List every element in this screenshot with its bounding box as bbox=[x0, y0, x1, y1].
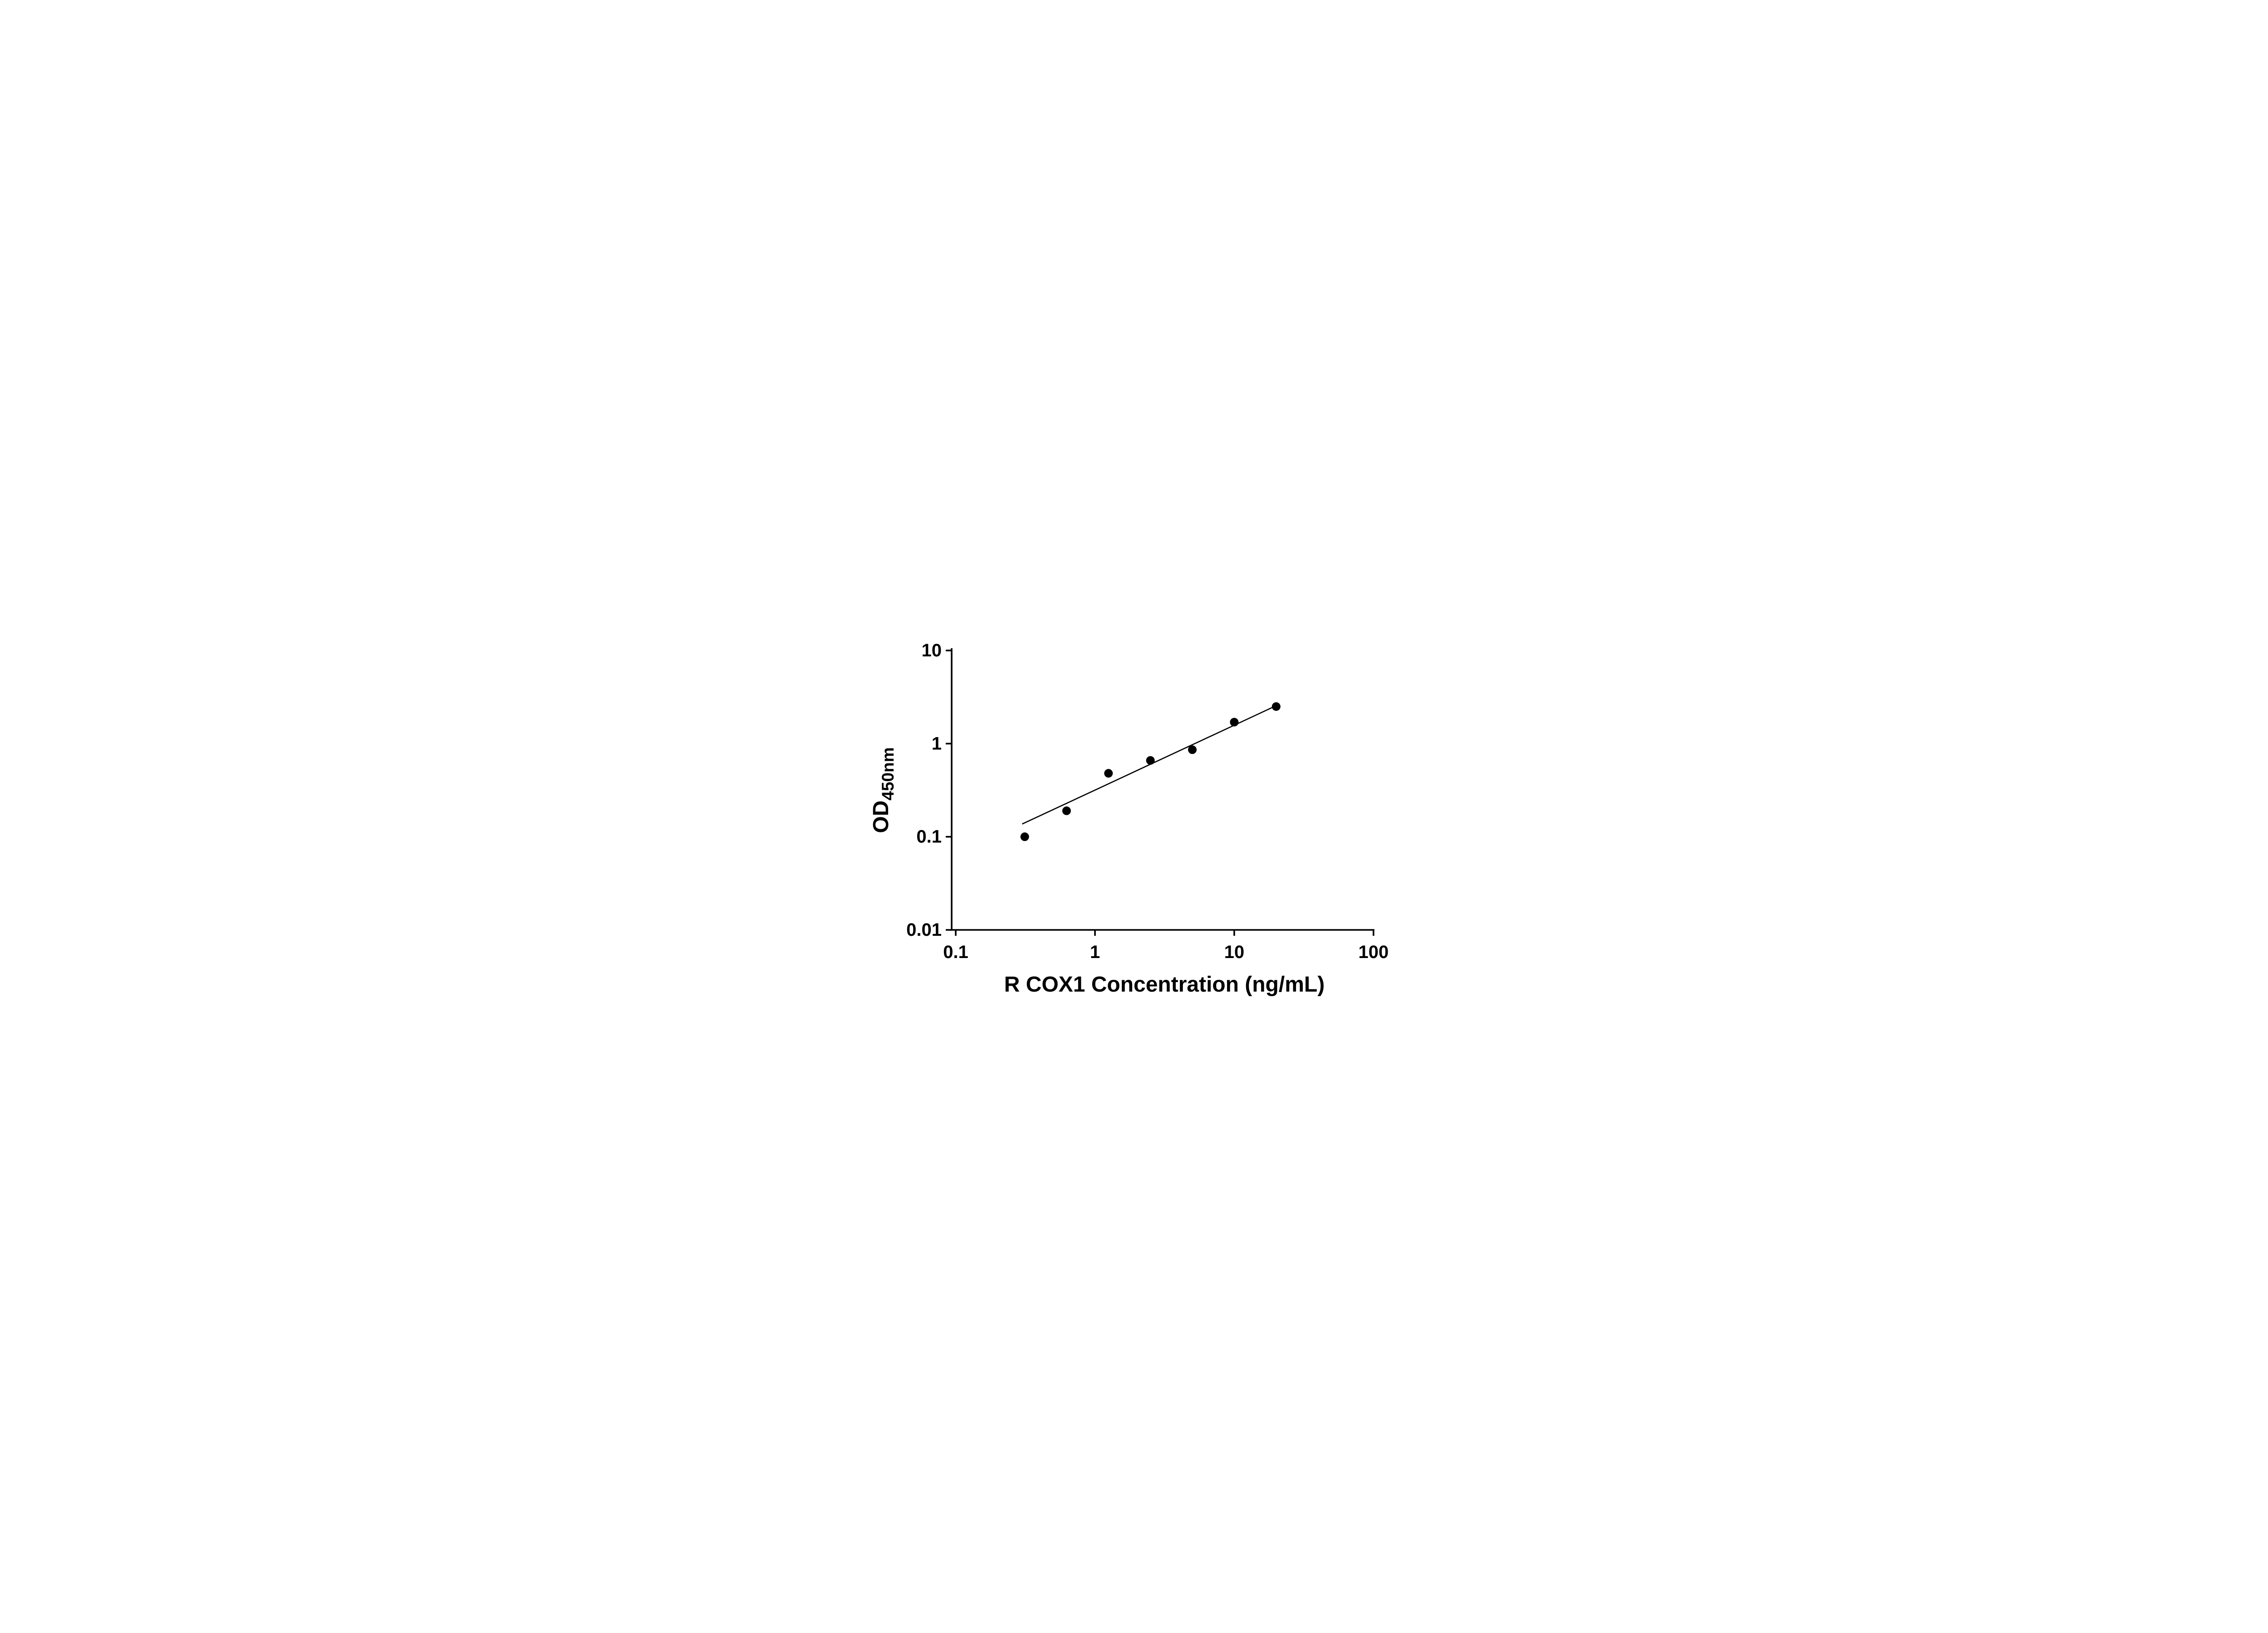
data-point bbox=[1104, 769, 1113, 778]
y-axis-title: OD450nm bbox=[869, 747, 897, 833]
x-axis-title: R COX1 Concentration (ng/mL) bbox=[1004, 973, 1325, 997]
data-point bbox=[1230, 718, 1238, 727]
elisa-standard-curve-figure: 0.01 0.1 1 10 0.1 1 10 100 R COX1 Concentration… bbox=[842, 612, 1426, 1021]
x-tick-label: 100 bbox=[1358, 942, 1388, 962]
data-series bbox=[1020, 702, 1281, 841]
x-axis: 0.1 1 10 100 bbox=[943, 929, 1388, 962]
data-point bbox=[1188, 745, 1197, 754]
x-tick-label: 10 bbox=[1224, 942, 1244, 962]
y-tick-label: 1 bbox=[931, 733, 941, 753]
data-point bbox=[1271, 702, 1281, 711]
y-axis-title-sub: 450nm bbox=[879, 747, 897, 800]
y-tick-label: 0.1 bbox=[916, 827, 942, 847]
y-axis-title-main: OD bbox=[869, 801, 893, 833]
y-tick-label: 0.01 bbox=[906, 920, 942, 940]
x-tick-label: 1 bbox=[1090, 942, 1100, 962]
y-tick-label: 10 bbox=[921, 640, 942, 660]
y-axis: 0.01 0.1 1 10 bbox=[906, 640, 953, 940]
data-point bbox=[1146, 756, 1155, 765]
data-point bbox=[1020, 832, 1029, 841]
data-point bbox=[1062, 806, 1071, 815]
x-tick-label: 0.1 bbox=[943, 942, 968, 962]
